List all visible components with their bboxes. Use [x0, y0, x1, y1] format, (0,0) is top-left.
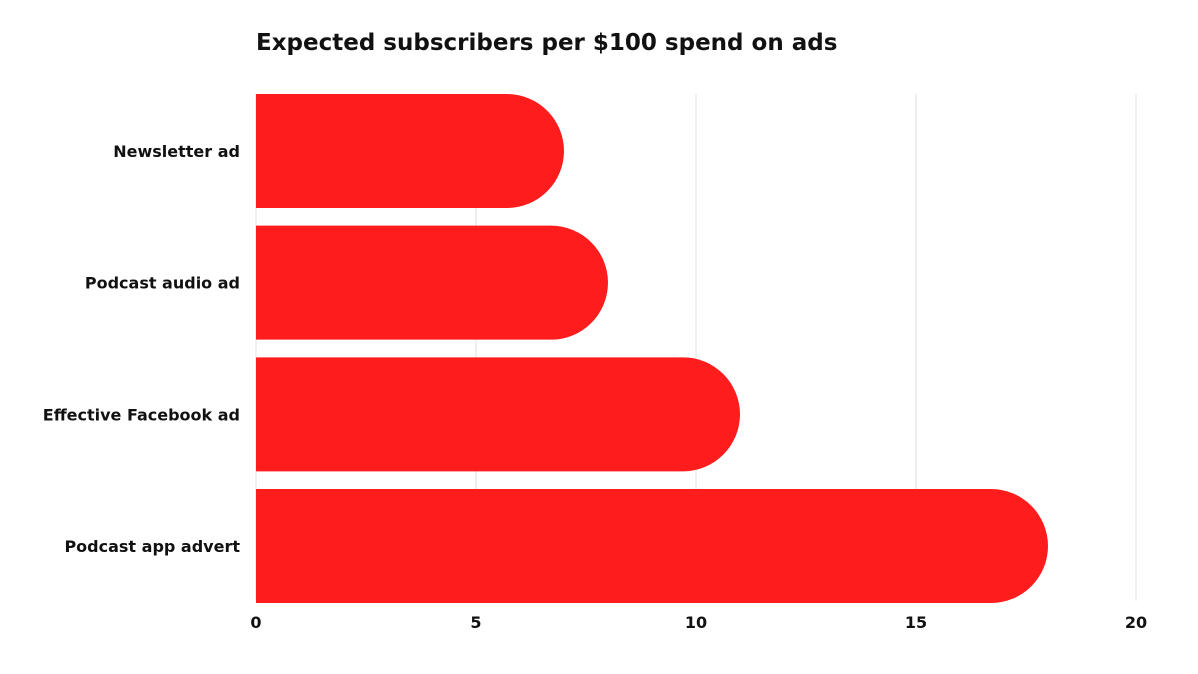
bar-effective-facebook-ad [256, 357, 740, 472]
category-label: Effective Facebook ad [43, 405, 240, 424]
bar-newsletter-ad [256, 94, 564, 208]
category-label: Podcast app advert [64, 537, 240, 556]
category-label: Podcast audio ad [85, 274, 240, 293]
bar-podcast-audio-ad [256, 225, 609, 340]
category-label: Newsletter ad [113, 142, 240, 161]
x-tick-label: 20 [1125, 613, 1147, 632]
x-tick-label: 10 [685, 613, 707, 632]
x-tick-label: 5 [470, 613, 481, 632]
x-tick-label: 0 [250, 613, 261, 632]
bar-podcast-app-advert [256, 489, 1048, 604]
chart-title: Expected subscribers per $100 spend on a… [256, 30, 838, 56]
label-layer: 0 5 10 15 20 Newsletter ad Podcast audio ad Eff… [43, 142, 1147, 632]
bar-layer [256, 94, 1048, 604]
x-tick-label: 15 [905, 613, 927, 632]
